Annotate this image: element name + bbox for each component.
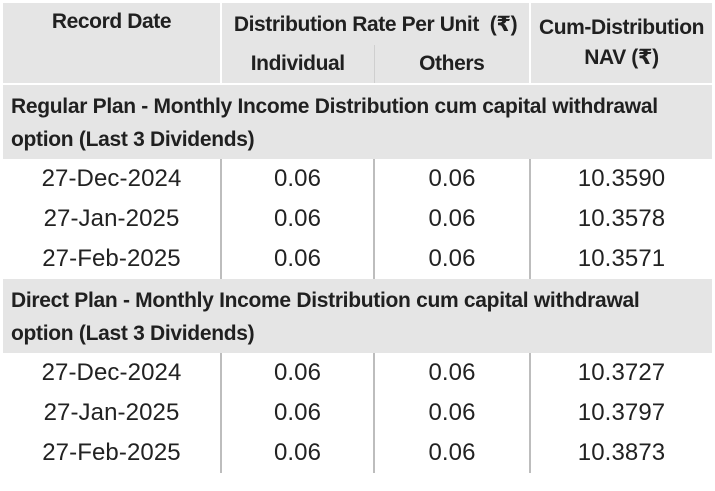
header-individual: Individual [221,45,375,84]
table-row: 27-Dec-2024 0.06 0.06 10.3727 [3,353,712,393]
cell-record-date: 27-Dec-2024 [3,159,222,199]
header-cum-nav-line2: NAV (₹) [584,46,659,69]
table-header: Record Date Distribution Rate Per Unit (… [3,3,713,84]
header-others-label: Others [419,52,485,75]
cell-individual: 0.06 [221,433,375,473]
cell-others: 0.06 [374,393,532,433]
cell-nav: 10.3727 [577,359,666,386]
table-row: 27-Jan-2025 0.06 0.06 10.3797 [3,393,712,433]
header-cum-distribution-nav: Cum-Distribution NAV (₹) [530,3,713,84]
header-distribution-rate-label: Distribution Rate Per Unit (₹) [233,12,518,36]
section-row-direct-plan: Direct Plan - Monthly Income Distributio… [3,279,713,353]
header-others: Others [374,45,532,84]
table-row: 27-Dec-2024 0.06 0.06 10.3590 [3,159,712,199]
cell-others: 0.06 [374,159,532,199]
table-row: 27-Jan-2025 0.06 0.06 10.3578 [3,199,712,239]
cell-nav: 10.3873 [577,439,666,466]
table-row: 27-Feb-2025 0.06 0.06 10.3873 [3,433,712,473]
header-individual-label: Individual [250,52,345,75]
header-record-date: Record Date [3,3,222,84]
section-title-regular-plan: Regular Plan - Monthly Income Distributi… [3,83,713,159]
cell-others: 0.06 [374,353,532,393]
dividend-distribution-table: Record Date Distribution Rate Per Unit (… [3,3,713,473]
cell-others: 0.06 [374,239,532,279]
cell-record-date: 27-Feb-2025 [3,239,222,279]
header-distribution-rate: Distribution Rate Per Unit (₹) [221,3,532,45]
header-cum-nav-line1: Cum-Distribution [538,16,705,39]
cell-record-date: 27-Dec-2024 [3,353,222,393]
cell-others: 0.06 [374,433,532,473]
cell-individual: 0.06 [221,393,375,433]
cell-nav: 10.3571 [577,245,666,272]
cell-nav: 10.3578 [577,205,666,232]
cell-nav: 10.3797 [577,399,666,426]
cell-nav: 10.3590 [577,165,666,192]
cell-record-date: 27-Feb-2025 [3,433,222,473]
cell-record-date: 27-Jan-2025 [3,199,222,239]
header-record-date-label: Record Date [51,10,172,33]
cell-individual: 0.06 [221,199,375,239]
cell-others: 0.06 [374,199,532,239]
cell-individual: 0.06 [221,159,375,199]
section-row-regular-plan: Regular Plan - Monthly Income Distributi… [3,83,713,159]
section-title-direct-plan: Direct Plan - Monthly Income Distributio… [3,279,713,353]
cell-individual: 0.06 [221,353,375,393]
cell-individual: 0.06 [221,239,375,279]
cell-record-date: 27-Jan-2025 [3,393,222,433]
table-body: Regular Plan - Monthly Income Distributi… [3,83,713,473]
table-row: 27-Feb-2025 0.06 0.06 10.3571 [3,239,712,279]
